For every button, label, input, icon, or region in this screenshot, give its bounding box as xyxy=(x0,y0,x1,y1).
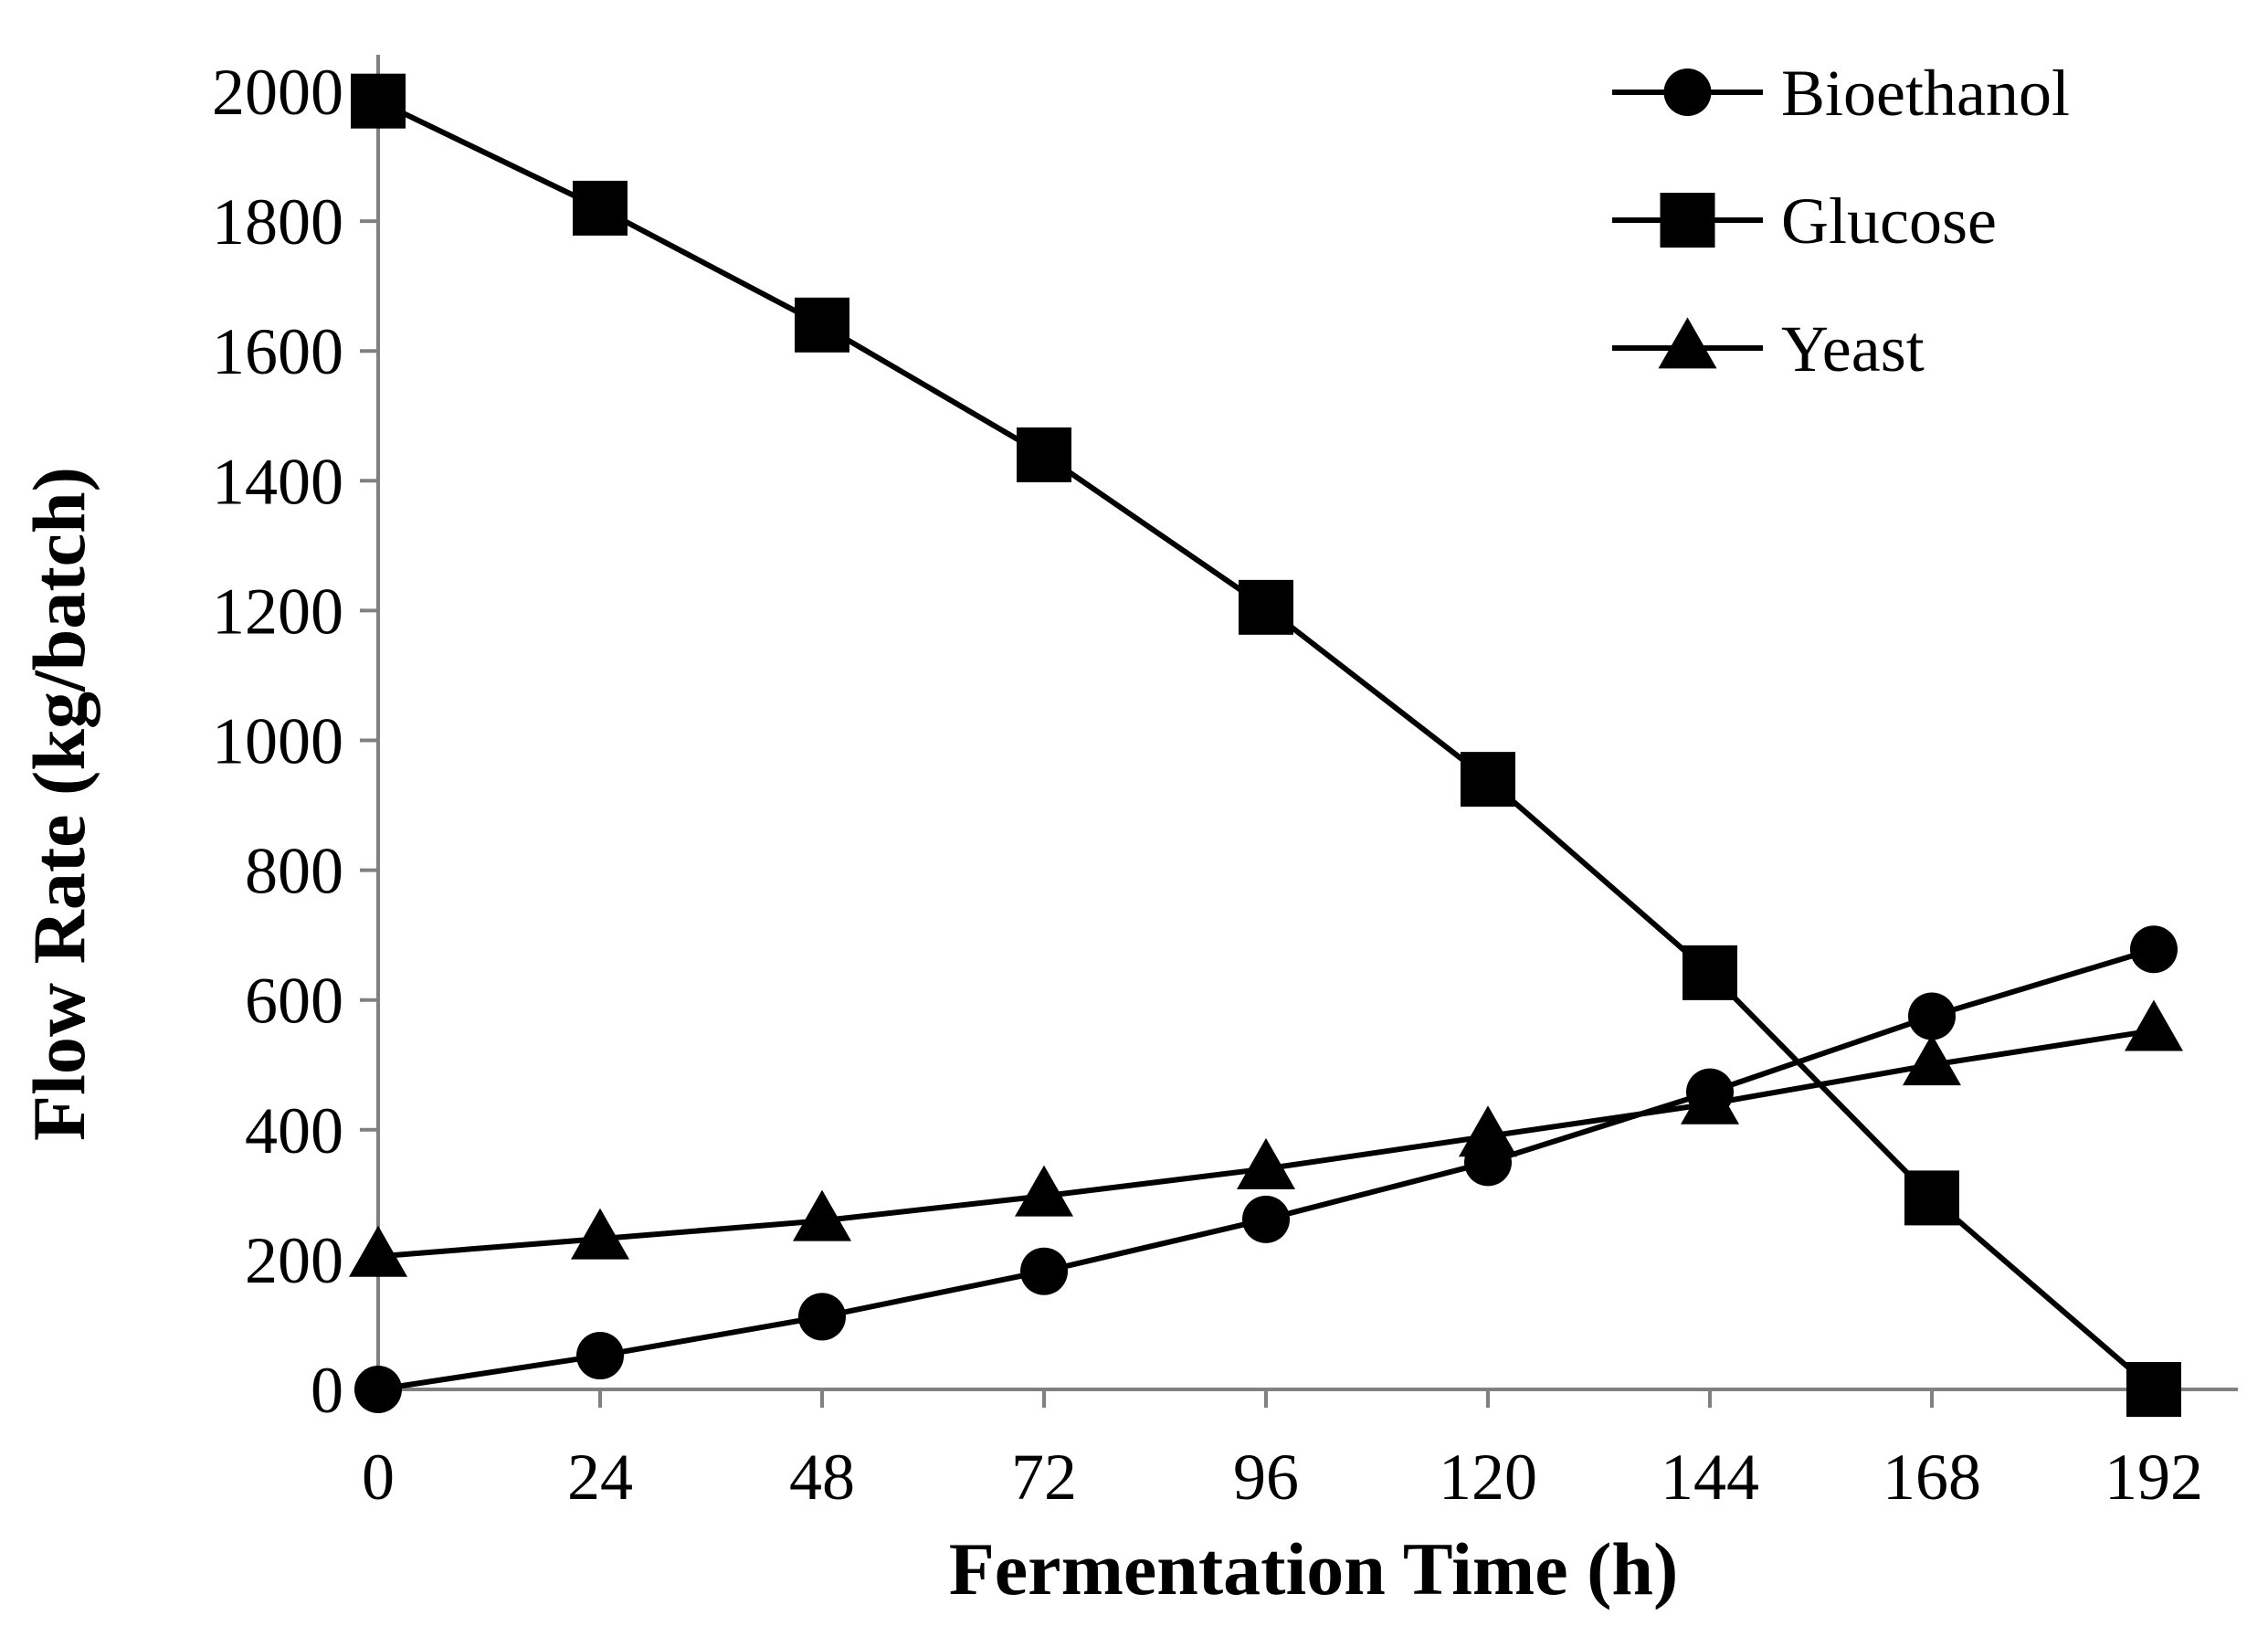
glucose-point xyxy=(1461,752,1515,808)
series-layer xyxy=(349,73,2183,1417)
yeast-point xyxy=(1681,1072,1739,1124)
y-tick-label: 2000 xyxy=(212,56,343,129)
y-tick-label: 1400 xyxy=(212,445,343,518)
series-glucose xyxy=(351,73,2181,1417)
y-axis-title: Flow Rate (kg/batch) xyxy=(17,467,100,1141)
yeast-point xyxy=(2125,999,2183,1051)
y-tick-label: 600 xyxy=(245,965,343,1038)
yeast-point xyxy=(349,1225,407,1277)
x-tick-label: 168 xyxy=(1883,1441,1981,1514)
glucose-point xyxy=(1239,579,1293,635)
bioethanol-point xyxy=(1908,992,1956,1040)
x-tick-label: 24 xyxy=(567,1441,633,1514)
y-tick-label: 200 xyxy=(245,1224,343,1297)
y-tick-label: 1200 xyxy=(212,575,343,648)
x-tick-label: 48 xyxy=(789,1441,855,1514)
legend-label-yeast: Yeast xyxy=(1781,312,1925,385)
legend-item-glucose: Glucose xyxy=(1612,185,1997,258)
legend-label-glucose: Glucose xyxy=(1781,185,1997,258)
yeast-point xyxy=(793,1189,851,1241)
legend-item-bioethanol: Bioethanol xyxy=(1612,57,2070,130)
yeast-point xyxy=(1237,1137,1295,1189)
glucose-point xyxy=(1904,1170,1959,1226)
legend: Bioethanol Glucose Yeast xyxy=(1612,57,2070,385)
glucose-point xyxy=(351,73,406,129)
x-tick-label: 192 xyxy=(2104,1441,2203,1514)
glucose-point xyxy=(2126,1362,2181,1417)
glucose-point xyxy=(573,180,628,236)
axes: 0 200 400 600 800 1000 1200 1400 1600 1800 2000 0 24… xyxy=(212,55,2238,1514)
glucose-point xyxy=(1683,945,1737,1000)
y-tick-label: 0 xyxy=(311,1354,343,1427)
glucose-point xyxy=(1017,427,1071,482)
bioethanol-point xyxy=(1020,1247,1068,1295)
x-tick-label: 144 xyxy=(1661,1441,1759,1514)
yeast-point xyxy=(571,1208,629,1260)
bioethanol-point xyxy=(798,1293,846,1341)
y-tick-label: 1000 xyxy=(212,705,343,778)
y-tick-label: 400 xyxy=(245,1094,343,1167)
yeast-point xyxy=(1015,1165,1073,1217)
x-tick-label: 72 xyxy=(1011,1441,1077,1514)
x-tick-label: 120 xyxy=(1439,1441,1537,1514)
x-axis-title: Fermentation Time (h) xyxy=(949,1527,1679,1610)
bioethanol-point xyxy=(354,1366,402,1413)
series-yeast xyxy=(349,999,2183,1277)
bioethanol-point xyxy=(2130,925,2178,974)
glucose-point xyxy=(795,297,849,353)
y-tick-label: 1600 xyxy=(212,315,343,388)
x-tick-label: 96 xyxy=(1233,1441,1299,1514)
x-tick-label: 0 xyxy=(362,1441,395,1514)
series-bioethanol xyxy=(354,925,2178,1413)
y-tick-label: 800 xyxy=(245,835,343,908)
legend-marker-glucose xyxy=(1660,193,1715,248)
bioethanol-point xyxy=(1242,1195,1290,1243)
y-tick-label: 1800 xyxy=(212,185,343,259)
legend-label-bioethanol: Bioethanol xyxy=(1781,57,2070,130)
yeast-point xyxy=(1903,1034,1961,1086)
legend-marker-yeast xyxy=(1658,317,1717,369)
legend-marker-bioethanol xyxy=(1663,69,1712,116)
bioethanol-point xyxy=(576,1332,624,1380)
yeast-point xyxy=(1459,1105,1517,1157)
legend-item-yeast: Yeast xyxy=(1612,312,1925,385)
